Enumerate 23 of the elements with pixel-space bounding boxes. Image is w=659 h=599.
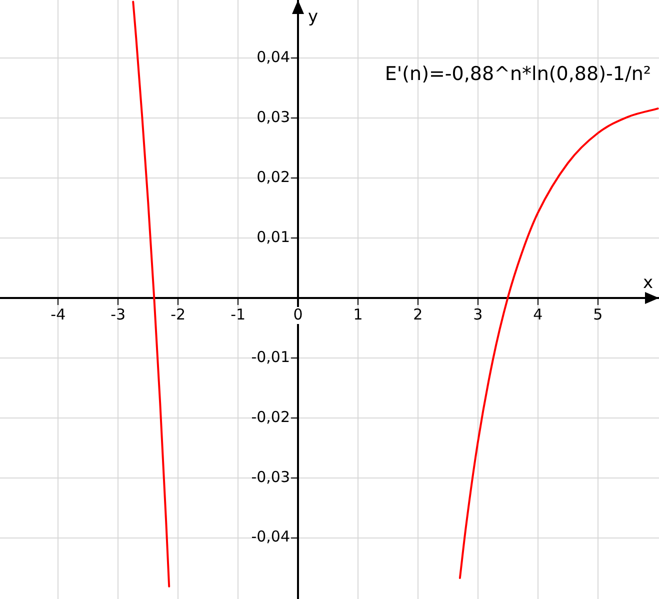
- y-tick-label: -0,04: [251, 528, 290, 546]
- x-tick-label: -1: [230, 305, 246, 324]
- x-tick-label: -4: [50, 305, 66, 324]
- line-series: [458, 108, 659, 580]
- x-tick-label: -2: [170, 305, 186, 324]
- y-axis-title: y: [308, 7, 318, 27]
- x-tick-label: 0: [293, 305, 303, 324]
- y-tick-label: 0,04: [256, 48, 290, 66]
- line-series: [132, 0, 170, 588]
- x-axis-title: x: [642, 273, 653, 293]
- y-tick-label: -0,03: [251, 468, 290, 486]
- annotation: E'(n)=-0,88^n*ln(0,88)-1/n²: [384, 63, 651, 85]
- y-tick-label: -0,01: [251, 348, 290, 366]
- y-tick-label: 0,03: [256, 108, 290, 126]
- y-tick-label: 0,02: [256, 168, 290, 186]
- x-tick-label: 3: [473, 305, 483, 324]
- x-tick-label: 5: [593, 305, 603, 324]
- x-tick-label: 1: [353, 305, 363, 324]
- x-tick-label: 4: [533, 305, 543, 324]
- x-tick-label: 2: [413, 305, 423, 324]
- x-tick-label: -3: [110, 305, 126, 324]
- y-tick-label: 0,01: [256, 228, 290, 246]
- y-tick-label: -0,02: [251, 408, 290, 426]
